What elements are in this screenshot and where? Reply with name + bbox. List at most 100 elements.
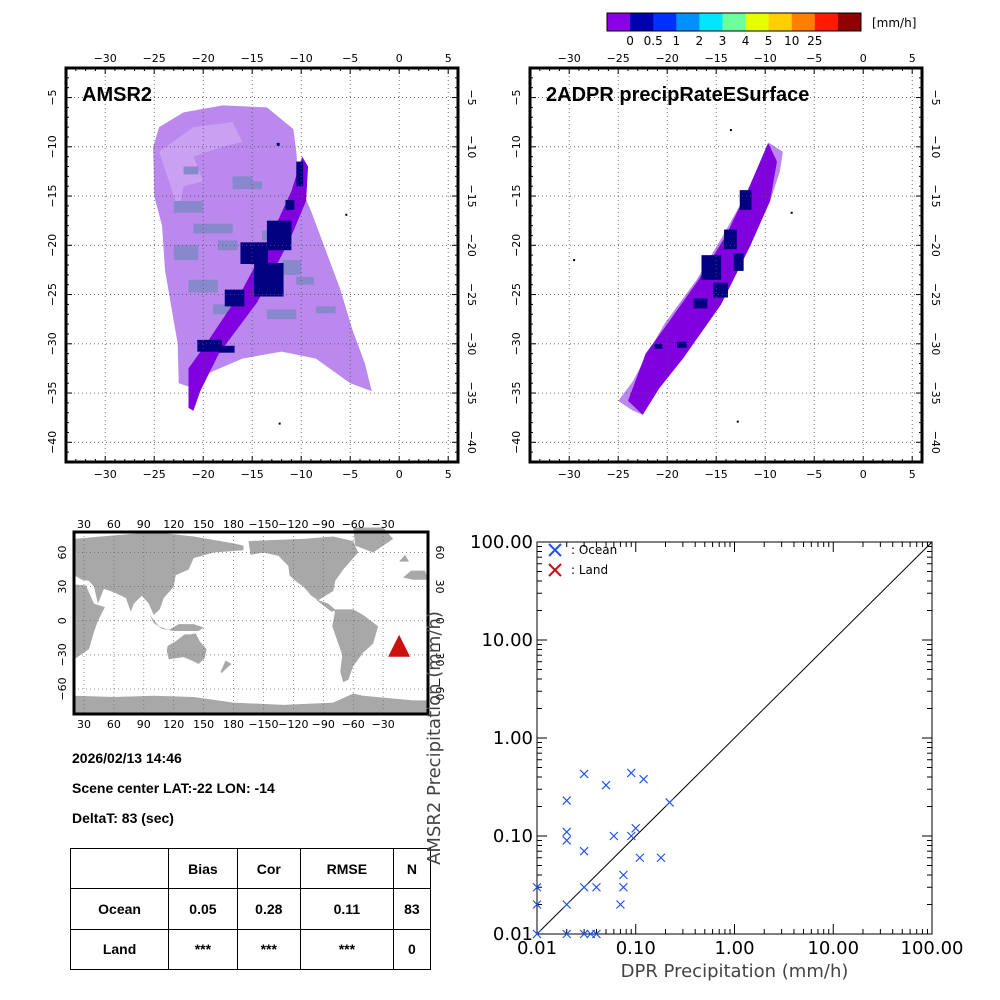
lat-tick-label-left: −10 bbox=[510, 135, 523, 158]
lat-tick-label-right: −35 bbox=[465, 381, 478, 404]
world-lon-tick-bottom: 150 bbox=[193, 718, 214, 731]
antarctica-landmass bbox=[74, 693, 428, 714]
world-lon-tick-top: 150 bbox=[193, 518, 214, 531]
lon-tick-label-bottom: −30 bbox=[558, 468, 581, 478]
legend-label: : Ocean bbox=[571, 543, 617, 557]
amsr2-rain-cell bbox=[285, 199, 295, 210]
header-rmse: RMSE bbox=[299, 847, 394, 890]
lat-tick-label-left: −20 bbox=[46, 234, 59, 257]
data-point-stroke bbox=[601, 780, 611, 790]
x-tick-label: 0.10 bbox=[616, 938, 656, 959]
data-point-stroke bbox=[562, 836, 572, 845]
lat-tick-label-left: −30 bbox=[510, 332, 523, 355]
data-point bbox=[618, 870, 628, 880]
lat-tick-label-right: −30 bbox=[929, 332, 942, 355]
map-ticks bbox=[66, 68, 459, 462]
data-point bbox=[616, 900, 625, 909]
data-point-stroke bbox=[592, 882, 601, 892]
data-point bbox=[579, 769, 589, 779]
x-tick-label: 0.01 bbox=[517, 938, 557, 959]
data-point bbox=[665, 798, 674, 807]
data-point bbox=[618, 882, 628, 892]
dpr-rain-cell bbox=[701, 255, 722, 280]
lat-tick-label-left: −15 bbox=[46, 184, 59, 207]
lat-tick-label-right: −10 bbox=[929, 135, 942, 158]
land-bias: *** bbox=[168, 928, 238, 971]
data-point bbox=[562, 929, 572, 939]
data-point bbox=[562, 900, 572, 909]
colorbar-tick-label: 0.5 bbox=[643, 34, 663, 48]
world-lon-tick-top: 120 bbox=[163, 518, 184, 531]
lat-tick-label-left: −5 bbox=[510, 89, 523, 105]
data-point bbox=[609, 831, 619, 841]
colorbar-swatch bbox=[837, 13, 862, 31]
south-america-landmass bbox=[332, 609, 379, 683]
lat-tick-label-left: −10 bbox=[46, 135, 59, 158]
lon-tick-label-bottom: −15 bbox=[241, 468, 264, 478]
world-lat-tick-left: 0 bbox=[56, 617, 69, 624]
colorbar-swatch bbox=[745, 13, 770, 31]
colorbar-tick-label: 2 bbox=[695, 34, 704, 48]
lat-tick-label-left: −35 bbox=[510, 381, 523, 404]
dpr-dot bbox=[729, 129, 732, 132]
lon-tick-label-top: −30 bbox=[94, 52, 117, 65]
lon-tick-label-top: −5 bbox=[342, 52, 358, 65]
lat-tick-label-left: −5 bbox=[46, 89, 59, 105]
header-cor: Cor bbox=[236, 847, 301, 890]
data-point bbox=[532, 900, 542, 909]
data-point-stroke bbox=[639, 774, 648, 784]
amsr2-rain-cell bbox=[197, 339, 222, 352]
world-lon-tick-top: 90 bbox=[137, 518, 151, 531]
lon-tick-label-bottom: 0 bbox=[396, 468, 403, 478]
ocean-cor: 0.28 bbox=[236, 888, 301, 930]
map-gridlines bbox=[66, 68, 458, 462]
triangle-icon bbox=[388, 634, 411, 657]
table-header-row: Bias Cor RMSE N bbox=[69, 847, 432, 890]
dpr-dot bbox=[736, 420, 739, 423]
amsr2-light-rain-patch bbox=[183, 166, 199, 175]
table-row: Land *** *** *** 0 bbox=[69, 928, 432, 971]
lat-tick-label-left: −30 bbox=[46, 332, 59, 355]
colorbar-tick-label: 25 bbox=[807, 34, 823, 48]
indonesia-landmass bbox=[149, 615, 204, 631]
lat-tick-label-right: −5 bbox=[929, 89, 942, 105]
africa-landmass bbox=[74, 584, 105, 660]
world-lon-tick-top: −120 bbox=[278, 518, 308, 531]
lat-tick-label-right: −5 bbox=[465, 89, 478, 105]
world-locator-map: 303060609090120120150150180180−150−150−1… bbox=[56, 518, 446, 731]
world-lon-tick-top: −30 bbox=[372, 518, 395, 531]
world-lon-tick-top: −150 bbox=[248, 518, 278, 531]
datetime-label: 2026/02/13 14:46 bbox=[72, 750, 182, 766]
ocean-bias: 0.05 bbox=[168, 888, 238, 930]
x-axis-label: DPR Precipitation (mm/h) bbox=[621, 961, 849, 982]
dpr-dot bbox=[573, 259, 576, 262]
dpr-rain-cell bbox=[739, 190, 752, 210]
x-tick-label: 10.00 bbox=[807, 938, 859, 959]
colorbar bbox=[606, 12, 862, 32]
world-lon-tick-bottom: 120 bbox=[163, 718, 184, 731]
world-lon-tick-bottom: 30 bbox=[77, 718, 91, 731]
x-tick-label: 100.00 bbox=[901, 938, 964, 959]
dpr-rain-cell bbox=[733, 253, 744, 271]
lat-tick-label-right: −15 bbox=[929, 184, 942, 207]
y-tick-label: 10.00 bbox=[481, 630, 533, 651]
greenland-landmass bbox=[353, 527, 394, 553]
world-lon-tick-top: 30 bbox=[77, 518, 91, 531]
land-n: 0 bbox=[392, 928, 432, 971]
colorbar-border bbox=[606, 12, 862, 32]
amsr2-light-rain-patch bbox=[193, 223, 233, 234]
lon-tick-label-top: −30 bbox=[558, 52, 581, 65]
x-tick-label: 1.00 bbox=[714, 938, 754, 959]
data-point bbox=[562, 796, 572, 805]
dpr-rain-cell bbox=[713, 282, 728, 298]
dpr-map: −30 −30 −25 −25 −20 −20 −15 −15 −10 −10 −5 −5 0 0 5 5 −5… bbox=[510, 52, 942, 478]
legend-label: : Land bbox=[571, 563, 608, 577]
amsr2-light-rain-patch bbox=[296, 276, 314, 285]
colorbar-swatch bbox=[768, 13, 793, 31]
world-lon-tick-bottom: 90 bbox=[137, 718, 151, 731]
colorbar-swatch bbox=[791, 13, 816, 31]
lon-tick-label-bottom: 0 bbox=[860, 468, 867, 478]
world-lon-tick-top: −60 bbox=[342, 518, 365, 531]
lat-tick-label-left: −40 bbox=[46, 431, 59, 454]
world-lon-tick-bottom: −90 bbox=[312, 718, 335, 731]
